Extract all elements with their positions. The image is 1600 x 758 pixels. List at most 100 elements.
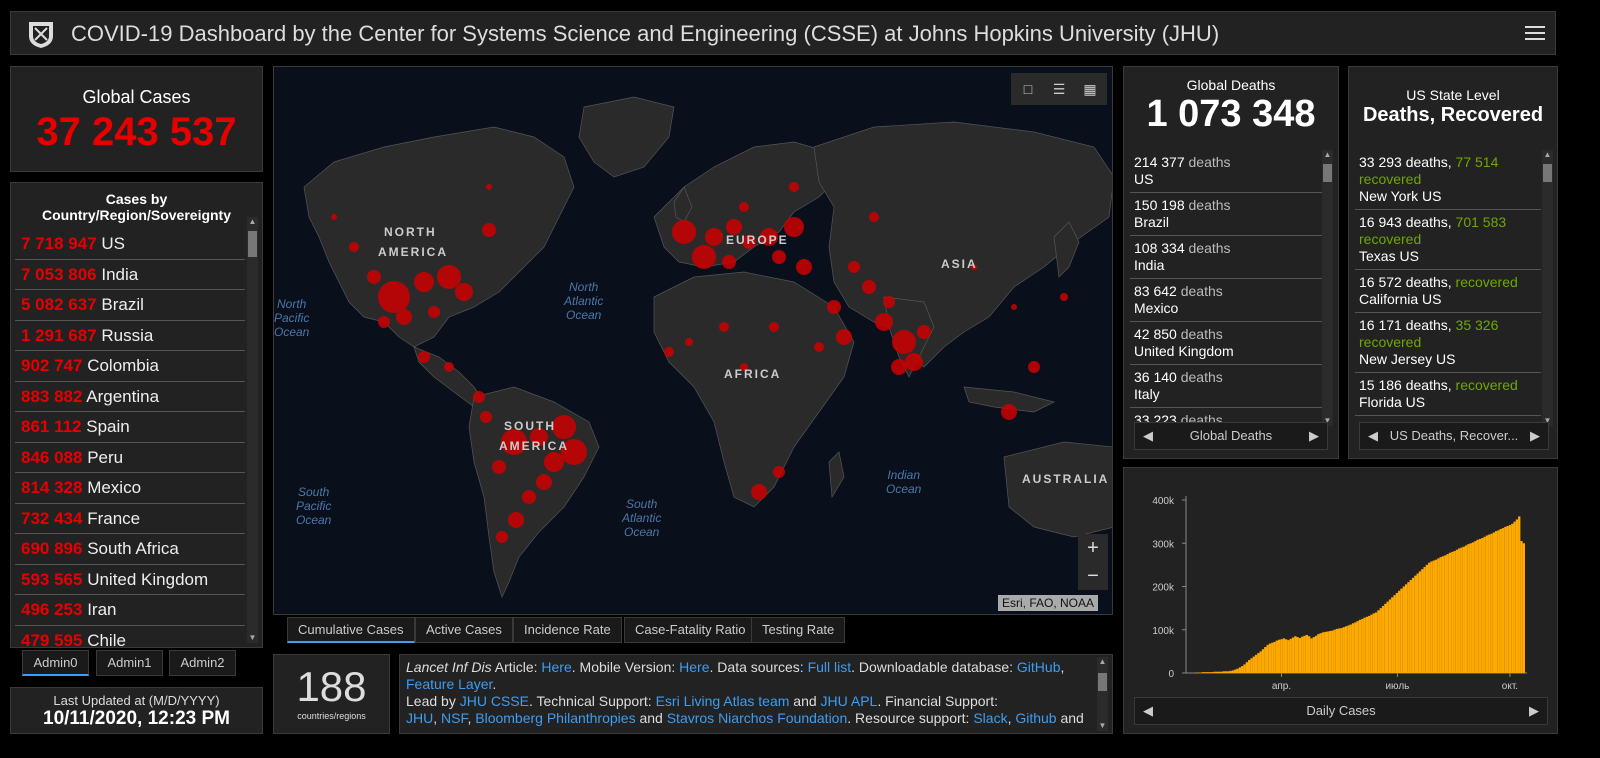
list-item[interactable]: 150 198 deaths Brazil [1130, 193, 1322, 236]
scroll-thumb[interactable] [1098, 673, 1107, 691]
list-item[interactable]: 7 718 947 US [15, 229, 245, 260]
scroll-down-icon[interactable]: ▼ [1323, 416, 1332, 425]
next-arrow-icon[interactable]: ▶ [1309, 428, 1319, 443]
scroll-thumb[interactable] [248, 231, 257, 257]
jhu-apl-link[interactable]: JHU APL [820, 693, 878, 709]
zoom-in-button[interactable]: + [1087, 537, 1099, 559]
tab-admin0[interactable]: Admin0 [22, 650, 89, 676]
list-item[interactable]: 902 747 Colombia [15, 351, 245, 382]
scroll-up-icon[interactable]: ▲ [1543, 150, 1552, 159]
country-name: Chile [87, 630, 126, 648]
bar [1515, 519, 1519, 673]
feature-layer-link[interactable]: Feature Layer [406, 676, 493, 692]
list-item[interactable]: 496 253 Iran [15, 595, 245, 626]
prev-arrow-icon[interactable]: ◀ [1143, 703, 1153, 718]
us-state-label: US State Level [1406, 87, 1500, 103]
scroll-thumb[interactable] [1543, 164, 1552, 182]
scroll-down-icon[interactable]: ▼ [1543, 416, 1552, 425]
basemap-grid-icon[interactable]: ▦ [1083, 81, 1097, 97]
list-item[interactable]: 814 328 Mexico [15, 473, 245, 504]
world-map[interactable]: NORTH AMERICA SOUTH AMERICA EUROPE ASIA … [273, 66, 1113, 615]
list-item[interactable]: 593 565 United Kingdom [15, 565, 245, 595]
tab-incidence-rate[interactable]: Incidence Rate [513, 617, 622, 643]
esri-link[interactable]: Esri Living Atlas team [655, 693, 790, 709]
deaths-scrollbar[interactable]: ▲ ▼ [1322, 150, 1333, 426]
hamburger-menu-icon[interactable] [1525, 23, 1545, 43]
stavros-link[interactable]: Stavros Niarchos Foundation [666, 710, 848, 726]
list-item[interactable]: 83 642 deaths Mexico [1130, 279, 1322, 322]
full-list-link[interactable]: Full list [807, 659, 852, 675]
list-item[interactable]: 7 053 806 India [15, 260, 245, 290]
slack-link[interactable]: Slack [973, 710, 1008, 726]
country-name: France [87, 508, 141, 528]
legend-list-icon[interactable]: ☰ [1052, 81, 1066, 97]
list-item[interactable]: 861 112 Spain [15, 412, 245, 443]
list-item[interactable]: 883 882 Argentina [15, 382, 245, 412]
prev-arrow-icon[interactable]: ◀ [1368, 428, 1378, 443]
bar [1393, 595, 1396, 673]
tab-active-cases[interactable]: Active Cases [415, 617, 513, 643]
list-item[interactable]: 732 434 France [15, 504, 245, 534]
scroll-down-icon[interactable]: ▼ [248, 633, 257, 642]
mobile-link[interactable]: Here [679, 659, 710, 675]
tab-admin2[interactable]: Admin2 [169, 650, 236, 676]
case-count: 1 291 687 [21, 325, 97, 345]
scroll-up-icon[interactable]: ▲ [1098, 657, 1107, 666]
prev-arrow-icon[interactable]: ◀ [1143, 428, 1153, 443]
list-item[interactable]: 5 082 637 Brazil [15, 290, 245, 321]
chart-title: Daily Cases [1306, 703, 1376, 718]
list-item[interactable]: 479 595 Chile [15, 626, 245, 648]
bar [1497, 530, 1500, 673]
info-scrollbar[interactable]: ▲ ▼ [1097, 657, 1108, 731]
bloomberg-link[interactable]: Bloomberg Philanthropies [475, 710, 636, 726]
nsf-link[interactable]: NSF [441, 710, 468, 726]
tab-cumulative-cases[interactable]: Cumulative Cases [287, 617, 415, 643]
next-arrow-icon[interactable]: ▶ [1529, 703, 1539, 718]
bar [1506, 525, 1509, 673]
page-title: COVID-19 Dashboard by the Center for Sys… [71, 21, 1220, 46]
list-item[interactable]: 108 334 deaths India [1130, 236, 1322, 279]
scroll-up-icon[interactable]: ▲ [248, 217, 257, 226]
country-list-scrollbar[interactable]: ▲ ▼ [247, 217, 258, 643]
list-item[interactable]: 1 291 687 Russia [15, 321, 245, 351]
zoom-out-button[interactable]: − [1087, 565, 1099, 587]
country-name: India [101, 264, 139, 284]
x-tick-label: июль [1385, 681, 1409, 692]
label-asia: ASIA [941, 257, 978, 271]
list-item[interactable]: 36 140 deaths Italy [1130, 365, 1322, 408]
tab-testing-rate[interactable]: Testing Rate [751, 617, 846, 643]
bar [1301, 636, 1304, 673]
next-arrow-icon[interactable]: ▶ [1530, 428, 1540, 443]
list-item[interactable]: 690 896 South Africa [15, 534, 245, 565]
bar [1296, 637, 1299, 673]
bar [1305, 634, 1309, 673]
list-item[interactable]: 214 377 deaths US [1130, 150, 1322, 193]
scroll-up-icon[interactable]: ▲ [1323, 150, 1332, 159]
list-item[interactable]: 16 572 deaths, recovered California US [1355, 270, 1541, 313]
list-item[interactable]: 16 943 deaths, 701 583 recovered Texas US [1355, 210, 1541, 270]
bar [1347, 625, 1350, 673]
global-deaths-label: Global Deaths [1186, 77, 1276, 93]
scroll-thumb[interactable] [1323, 164, 1332, 182]
article-link[interactable]: Here [541, 659, 572, 675]
list-item[interactable]: 33 293 deaths, 77 514 recovered New York U… [1355, 150, 1541, 210]
bar [1386, 601, 1389, 673]
tab-case-fatality-ratio[interactable]: Case-Fatality Ratio [624, 617, 757, 643]
bar [1215, 671, 1219, 673]
github2-link[interactable]: Github [1015, 710, 1057, 726]
jhu-csse-link[interactable]: JHU CSSE [459, 693, 529, 709]
github-link[interactable]: GitHub [1016, 659, 1061, 675]
list-item[interactable]: 846 088 Peru [15, 443, 245, 473]
jhu-link[interactable]: JHU [406, 710, 434, 726]
list-item[interactable]: 16 171 deaths, 35 326 recovered New Jersey… [1355, 313, 1541, 373]
scroll-down-icon[interactable]: ▼ [1098, 721, 1107, 730]
us-state-scrollbar[interactable]: ▲ ▼ [1542, 150, 1553, 426]
bar [1377, 610, 1380, 673]
list-item[interactable]: 42 850 deaths United Kingdom [1130, 322, 1322, 365]
list-item[interactable]: 15 186 deaths, recovered Florida US [1355, 373, 1541, 416]
tab-admin1[interactable]: Admin1 [96, 650, 163, 676]
bar [1402, 586, 1405, 673]
bar [1243, 664, 1246, 673]
bar [1229, 670, 1232, 673]
bookmark-icon[interactable]: □ [1023, 81, 1033, 97]
